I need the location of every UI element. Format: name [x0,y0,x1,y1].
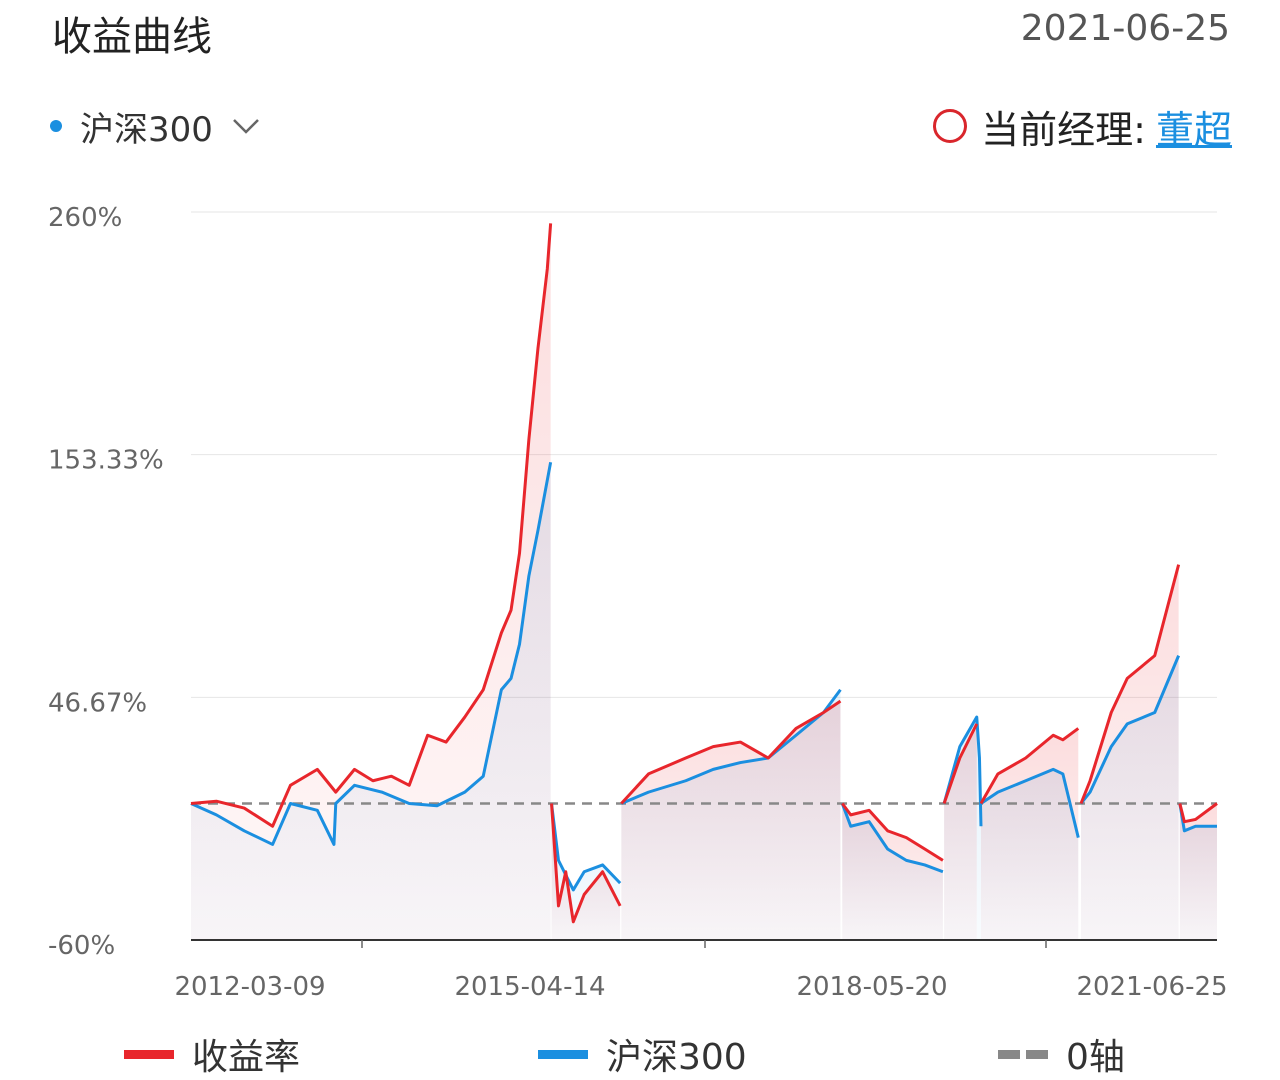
benchmark-label: 沪深300 [80,109,213,150]
x-tick-label: 2021-06-25 [1076,972,1227,1002]
header-date: 2021-06-25 [1020,8,1230,49]
benchmark-return-line [620,688,842,805]
fund-return-area [551,803,621,940]
return-chart: 260% 153.33% 46.67% -60% 2012-03-09 2015-04-1… [48,203,1228,1002]
legend-item-zero: 0轴 [998,1032,1125,1078]
benchmark-return-line [550,803,622,892]
fund-return-area [1179,803,1217,940]
benchmark-return-line [840,802,944,874]
legend-label-fund: 收益率 [192,1037,301,1078]
x-tick-label: 2018-05-20 [796,972,947,1002]
fund-return-line [1178,802,1218,824]
fund-return-line [190,223,553,828]
benchmark-return-line [190,461,553,846]
benchmark-return-line [980,767,1080,838]
legend-swatch-zero [998,1049,1048,1059]
x-tick-label: 2015-04-14 [454,972,605,1002]
fund-return-area [944,723,977,940]
benchmark-return-line [1079,655,1181,805]
fund-return-area [980,728,1079,940]
y-tick-label: -60% [48,931,115,961]
legend-label-zero: 0轴 [1066,1037,1125,1078]
fund-return-area [191,223,551,940]
y-tick-label: 46.67% [48,688,147,718]
fund-return-line [841,802,944,862]
fund-return-area [1081,564,1179,940]
fund-return-line [979,727,1080,805]
fund-return-line [620,699,842,805]
benchmark-return-line [942,715,983,827]
manager-name-link[interactable]: 董超 [1155,107,1232,152]
manager-circle-icon [933,109,968,143]
manager-label: 当前经理: [981,107,1146,152]
benchmark-selector[interactable]: 沪深300 [50,104,261,150]
chevron-down-icon [233,119,259,134]
chart-title: 收益曲线 [52,14,212,60]
fund-return-line [550,803,622,924]
benchmark-dot-icon [50,120,62,132]
legend-swatch-benchmark [538,1049,588,1059]
legend-item-fund: 收益率 [124,1032,300,1078]
legend-swatch-fund [124,1049,174,1059]
fund-return-area [621,701,841,940]
fund-return-line [942,723,979,804]
current-manager: 当前经理: 董超 [933,98,1232,154]
x-tick-label: 2012-03-09 [174,972,325,1002]
legend-label-benchmark: 沪深300 [606,1037,747,1078]
legend-item-benchmark: 沪深300 [538,1032,747,1078]
fund-return-area [842,803,943,940]
fund-return-line [1079,564,1181,805]
y-tick-label: 260% [48,203,122,233]
y-tick-label: 153.33% [48,446,164,476]
